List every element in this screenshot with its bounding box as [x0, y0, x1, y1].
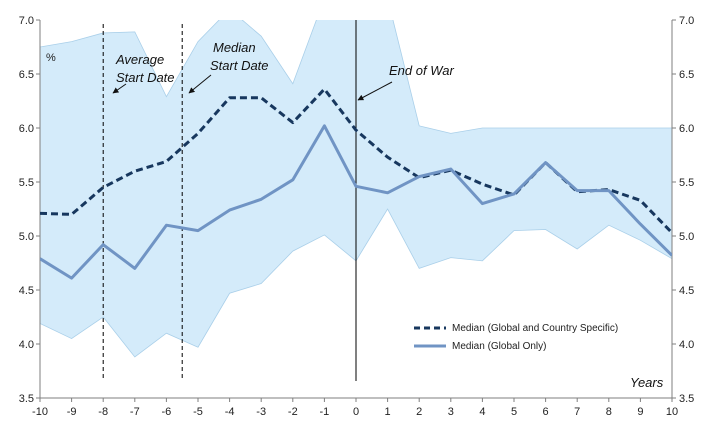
y-tick-label-right: 4.5	[679, 285, 694, 297]
x-tick-label: 9	[637, 406, 643, 418]
y-tick-label-right: 5.5	[679, 177, 694, 189]
vline-layer	[102, 20, 357, 381]
y-tick-label-left: 5.0	[19, 231, 34, 243]
annotation-average-line2: Start Date	[116, 70, 175, 85]
annotation-average-line1: Average	[115, 52, 164, 67]
x-tick-label: 6	[543, 406, 549, 418]
y-tick-label-left: 4.0	[19, 339, 34, 351]
x-tick-label: 5	[511, 406, 517, 418]
y-tick-label-right: 6.0	[679, 123, 694, 135]
y-tick-label-left: 6.0	[19, 123, 34, 135]
x-tick-label: -10	[32, 406, 48, 418]
x-tick-label: 7	[574, 406, 580, 418]
y-tick-label-right: 7.0	[679, 15, 694, 27]
annotation-average-arrow	[112, 83, 127, 94]
legend-label-global-country: Median (Global and Country Specific)	[452, 323, 618, 334]
x-tick-label: 2	[416, 406, 422, 418]
axes-layer: 3.5 3.5 4.0 4.0 4.5 4.5 5.0 5.0 5.5 5.5 6.0 6.0 6.5 6…	[19, 15, 695, 418]
y-tick-label-right: 3.5	[679, 393, 694, 405]
x-tick-label: 4	[479, 406, 485, 418]
x-tick-label: -9	[67, 406, 77, 418]
legend: Median (Global and Country Specific) Med…	[414, 323, 618, 352]
y-tick-label-left: 7.0	[19, 15, 34, 27]
y-tick-label-left: 3.5	[19, 393, 34, 405]
y-tick-label-left: 6.5	[19, 69, 34, 81]
x-tick-label: -5	[193, 406, 203, 418]
x-tick-label: 3	[448, 406, 454, 418]
x-tick-label: 1	[385, 406, 391, 418]
x-tick-label: -8	[98, 406, 108, 418]
x-tick-label: -1	[320, 406, 330, 418]
annotation-median-line2: Start Date	[210, 58, 269, 73]
x-tick-label: -3	[256, 406, 266, 418]
y-tick-label-left: 4.5	[19, 285, 34, 297]
annotation-median-line1: Median	[213, 40, 256, 55]
y-tick-label-right: 5.0	[679, 231, 694, 243]
annotation-end-of-war-arrow	[357, 81, 393, 101]
y-tick-label-right: 6.5	[679, 69, 694, 81]
series-line-global-country	[40, 87, 672, 234]
legend-label-global-only: Median (Global Only)	[452, 341, 546, 352]
annotation-layer: Average Start Date Median Start Date End…	[112, 40, 454, 101]
y-unit-label: %	[46, 52, 56, 64]
x-tick-label: -6	[162, 406, 172, 418]
y-tick-label-right: 4.0	[679, 339, 694, 351]
x-tick-label: 10	[666, 406, 678, 418]
x-tick-label: -2	[288, 406, 298, 418]
annotation-end-of-war: End of War	[389, 63, 454, 78]
y-tick-label-left: 5.5	[19, 177, 34, 189]
x-tick-label: 0	[353, 406, 359, 418]
series-layer	[40, 87, 672, 280]
x-tick-label: -7	[130, 406, 140, 418]
x-tick-label: -4	[225, 406, 235, 418]
annotation-median-arrow	[188, 74, 212, 94]
x-tick-label: 8	[606, 406, 612, 418]
x-axis-label: Years	[630, 375, 664, 390]
